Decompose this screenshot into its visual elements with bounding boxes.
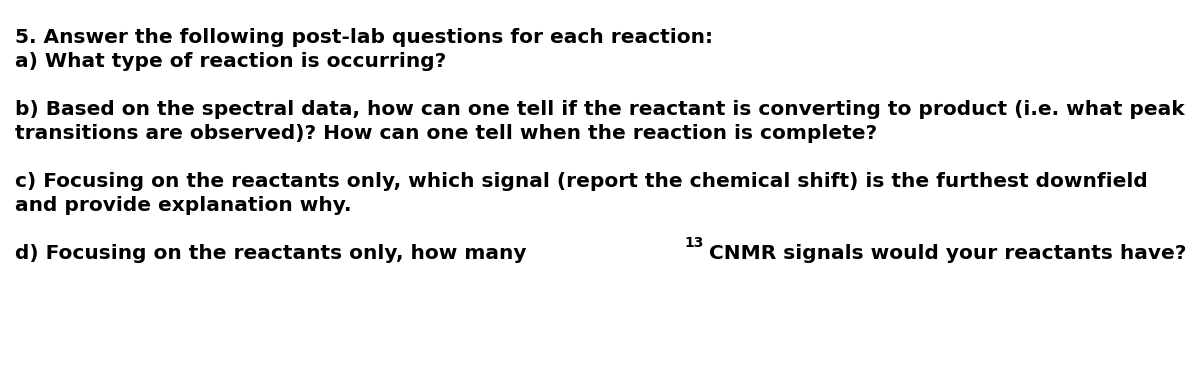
Text: and provide explanation why.: and provide explanation why.	[14, 196, 352, 215]
Text: b) Based on the spectral data, how can one tell if the reactant is converting to: b) Based on the spectral data, how can o…	[14, 100, 1184, 119]
Text: 13: 13	[684, 236, 703, 250]
Text: d) Focusing on the reactants only, how many: d) Focusing on the reactants only, how m…	[14, 244, 534, 263]
Text: a) What type of reaction is occurring?: a) What type of reaction is occurring?	[14, 52, 446, 71]
Text: CNMR signals would your reactants have?: CNMR signals would your reactants have?	[709, 244, 1187, 263]
Text: c) Focusing on the reactants only, which signal (report the chemical shift) is t: c) Focusing on the reactants only, which…	[14, 172, 1147, 191]
Text: 5. Answer the following post-lab questions for each reaction:: 5. Answer the following post-lab questio…	[14, 28, 713, 47]
Text: transitions are observed)? How can one tell when the reaction is complete?: transitions are observed)? How can one t…	[14, 124, 877, 143]
